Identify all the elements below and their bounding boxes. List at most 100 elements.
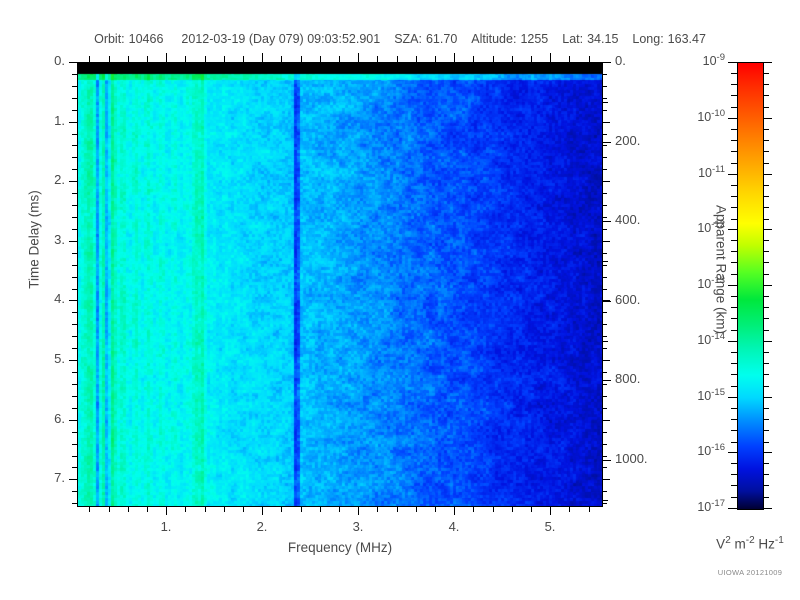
y-tick <box>72 348 77 349</box>
colorbar-tick-minor <box>763 296 769 297</box>
y-tick <box>72 193 77 194</box>
y-tick <box>72 253 77 254</box>
y-tick-right-mirror <box>602 408 607 409</box>
colorbar-tick-label-5: 10-14 <box>697 331 725 348</box>
colorbar <box>737 62 764 510</box>
y-tick-right-mirror <box>602 300 610 301</box>
colorbar-tick-minor <box>763 140 769 141</box>
y-tick <box>72 134 77 135</box>
header-field-value-1: 2012-03-19 (Day 079) 09:03:52.901 <box>181 32 381 46</box>
y2-tick <box>602 62 611 63</box>
x-tick-label-0: 1. <box>160 519 172 534</box>
colorbar-tick-minor <box>763 419 769 420</box>
y-tick <box>69 300 77 301</box>
x-tick <box>454 506 455 515</box>
y-tick-right-mirror <box>602 217 607 218</box>
x-tick-top-mirror <box>262 53 263 62</box>
colorbar-tick-minor <box>731 330 737 331</box>
y2-tick-label-5: 1000. <box>615 451 648 466</box>
colorbar-tick-minor <box>731 497 737 498</box>
colorbar-tick-minor <box>763 408 769 409</box>
x-tick <box>281 506 282 512</box>
colorbar-tick-label-0: 10-9 <box>702 52 725 69</box>
x-tick <box>301 506 302 512</box>
y-tick <box>69 181 77 182</box>
y2-tick <box>602 420 608 421</box>
y-tick-right-mirror <box>602 312 607 313</box>
header-field-4: Lat: 34.15 <box>562 32 618 46</box>
colorbar-tick-minor <box>731 240 737 241</box>
colorbar-tick-minor <box>731 430 737 431</box>
x-tick <box>147 506 148 512</box>
colorbar-tick-minor <box>763 330 769 331</box>
x-tick <box>89 506 90 512</box>
x-tick-top-mirror <box>473 56 474 62</box>
x-tick-top-mirror <box>320 56 321 62</box>
y-tick-right-mirror <box>602 467 607 468</box>
y-tick-label-0: 0. <box>54 53 65 68</box>
y-tick-right-mirror <box>602 503 607 504</box>
colorbar-tick-minor <box>763 163 769 164</box>
y2-tick <box>602 460 611 461</box>
colorbar-tick-minor <box>763 363 769 364</box>
y-tick-right-mirror <box>602 384 607 385</box>
colorbar-tick-minor <box>731 129 737 130</box>
colorbar-tick-minor <box>731 107 737 108</box>
y-tick <box>72 74 77 75</box>
colorbar-tick-minor <box>763 107 769 108</box>
colorbar-tick-major <box>728 397 737 398</box>
colorbar-tick-major <box>763 118 772 119</box>
y-tick-right-mirror <box>602 253 607 254</box>
colorbar-tick-major <box>728 508 737 509</box>
y-tick <box>72 396 77 397</box>
colorbar-unit-label: V2 m-2 Hz-1 <box>716 535 784 552</box>
y-tick <box>72 145 77 146</box>
y2-tick-label-3: 600. <box>615 292 641 307</box>
credit-text: UIOWA 20121009 <box>717 568 783 577</box>
y2-tick <box>602 301 611 302</box>
x-tick-top-mirror <box>416 56 417 62</box>
x-tick <box>416 506 417 512</box>
y-tick-label-5: 5. <box>54 351 65 366</box>
colorbar-tick-minor <box>731 386 737 387</box>
header-field-1: 2012-03-19 (Day 079) 09:03:52.901 <box>177 32 380 46</box>
y-tick <box>72 408 77 409</box>
y-tick <box>72 444 77 445</box>
colorbar-tick-label-8: 10-17 <box>697 498 725 515</box>
y-tick <box>69 62 77 63</box>
y-tick <box>72 384 77 385</box>
colorbar-tick-minor <box>763 463 769 464</box>
y-tick-right-mirror <box>602 479 610 480</box>
y-tick-right-mirror <box>602 289 607 290</box>
colorbar-tick-minor <box>763 84 769 85</box>
y-tick-right-mirror <box>602 324 607 325</box>
x-tick <box>512 506 513 512</box>
y-tick <box>72 336 77 337</box>
colorbar-tick-minor <box>763 196 769 197</box>
header-field-value-4: 34.15 <box>587 32 619 46</box>
colorbar-tick-major <box>728 229 737 230</box>
y-tick-right-mirror <box>602 98 607 99</box>
y-tick-right-mirror <box>602 110 607 111</box>
y2-tick <box>602 142 611 143</box>
header-field-label-2: SZA: <box>394 32 422 46</box>
y-tick-right-mirror <box>602 169 607 170</box>
x-tick <box>493 506 494 512</box>
colorbar-tick-minor <box>763 497 769 498</box>
colorbar-tick-minor <box>763 442 769 443</box>
y-tick <box>72 456 77 457</box>
colorbar-tick-minor <box>731 219 737 220</box>
colorbar-tick-minor <box>731 374 737 375</box>
y-tick-right-mirror <box>602 336 607 337</box>
colorbar-tick-minor <box>763 318 769 319</box>
header-field-value-3: 1255 <box>520 32 549 46</box>
y-tick <box>72 98 77 99</box>
x-tick-top-mirror <box>224 56 225 62</box>
colorbar-tick-major <box>763 341 772 342</box>
y2-tick <box>602 102 608 103</box>
x-tick <box>320 506 321 512</box>
y-tick-label-6: 6. <box>54 411 65 426</box>
y-tick <box>72 491 77 492</box>
colorbar-tick-minor <box>731 363 737 364</box>
y-tick <box>72 432 77 433</box>
